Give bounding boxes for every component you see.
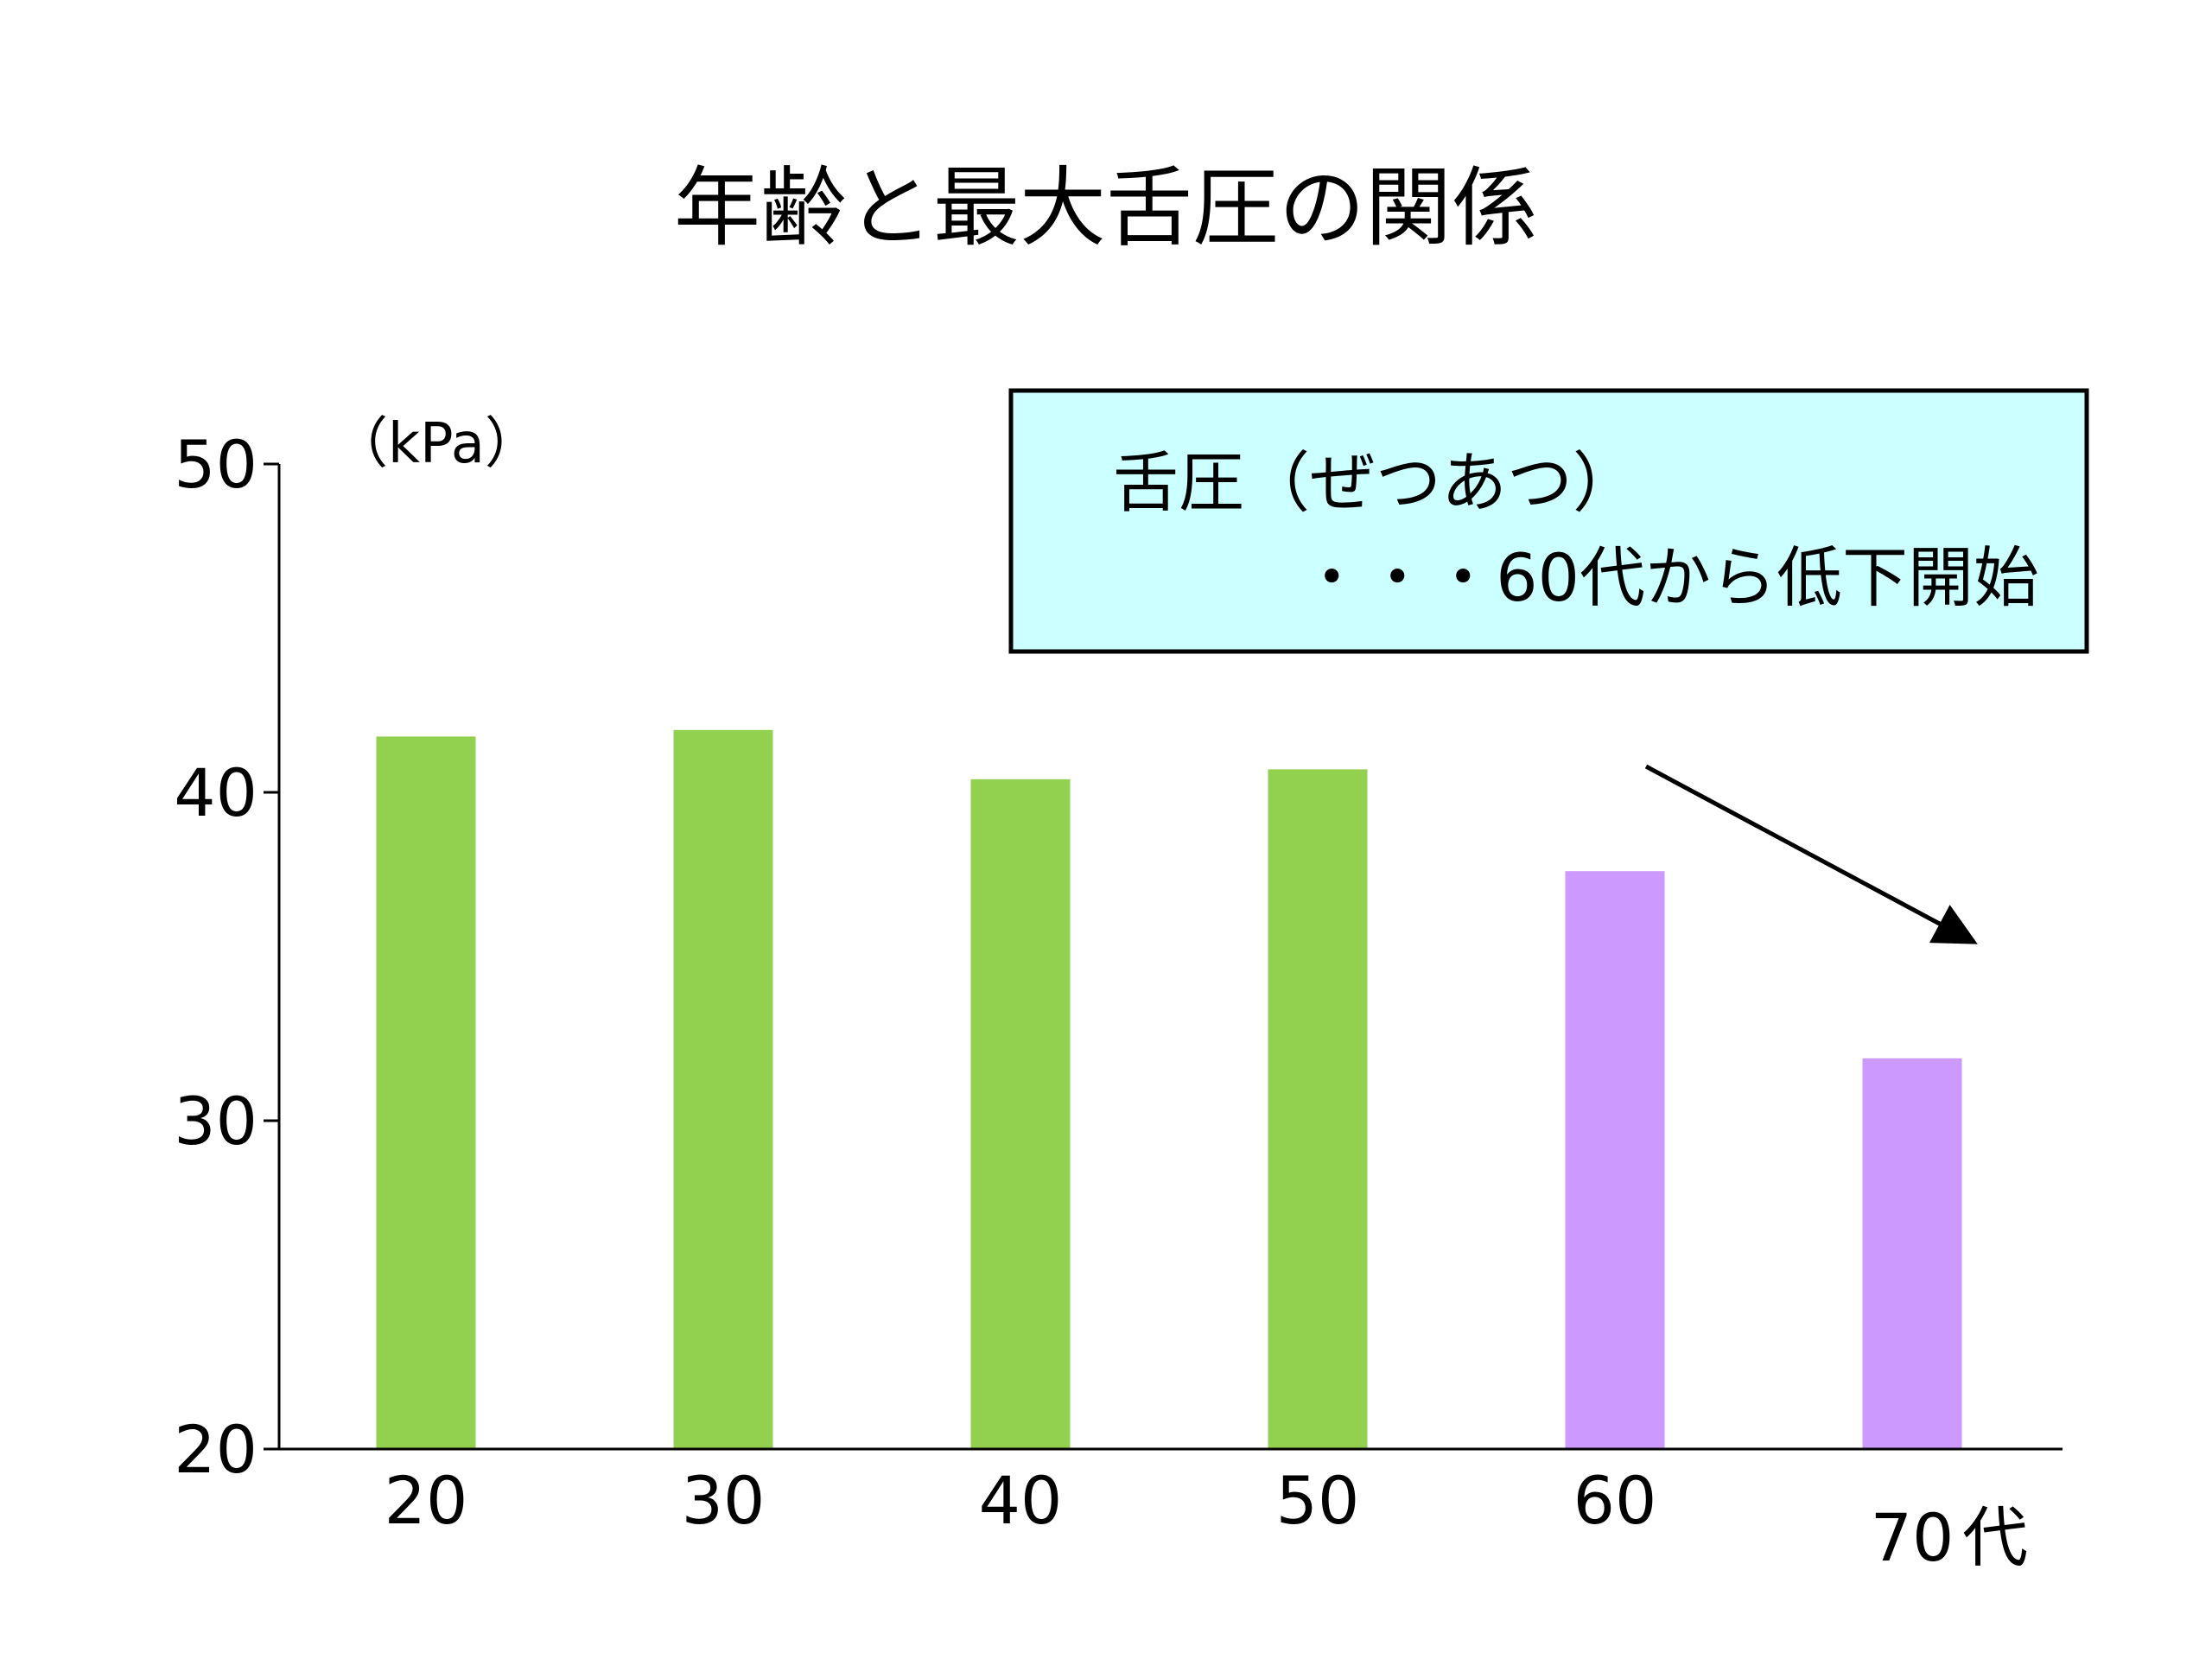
bars bbox=[376, 729, 1962, 1448]
y-tick-label: 30 bbox=[174, 1083, 257, 1160]
y-tick-label: 40 bbox=[174, 754, 257, 831]
annotation-box bbox=[1008, 388, 2089, 654]
annotation-line-2: ・・・60代から低下開始 bbox=[1299, 539, 2039, 616]
bar-40 bbox=[970, 779, 1071, 1448]
x-tick-label-60: 60 bbox=[1573, 1462, 1657, 1539]
x-tick-label-20: 20 bbox=[385, 1462, 468, 1539]
x-tick-labels: 20 30 40 50 60 70 代 bbox=[385, 1462, 2028, 1576]
bar-30 bbox=[673, 729, 773, 1448]
x-tick-label-40: 40 bbox=[979, 1462, 1063, 1539]
trend-arrow bbox=[1644, 764, 1978, 944]
bar-50 bbox=[1268, 769, 1368, 1448]
y-ticks: 20 30 40 50 bbox=[174, 426, 279, 1488]
y-tick-label: 50 bbox=[174, 426, 257, 503]
chart-title: 年齢と最大舌圧の関係 bbox=[674, 157, 1538, 258]
x-tick-label-50: 50 bbox=[1276, 1462, 1360, 1539]
bar-70 bbox=[1862, 1058, 1962, 1448]
y-axis-unit-label: （kPa） bbox=[333, 412, 540, 476]
bar-20 bbox=[376, 736, 476, 1448]
x-tick-label-suffix: 代 bbox=[1962, 1499, 2028, 1576]
x-tick-label-30: 30 bbox=[682, 1462, 766, 1539]
x-tick-label-70: 70 bbox=[1871, 1499, 1955, 1576]
annotation-line-1: 舌圧（ぜつあつ） bbox=[1113, 444, 1638, 521]
bar-60 bbox=[1565, 871, 1665, 1448]
y-tick-label: 20 bbox=[174, 1411, 257, 1488]
